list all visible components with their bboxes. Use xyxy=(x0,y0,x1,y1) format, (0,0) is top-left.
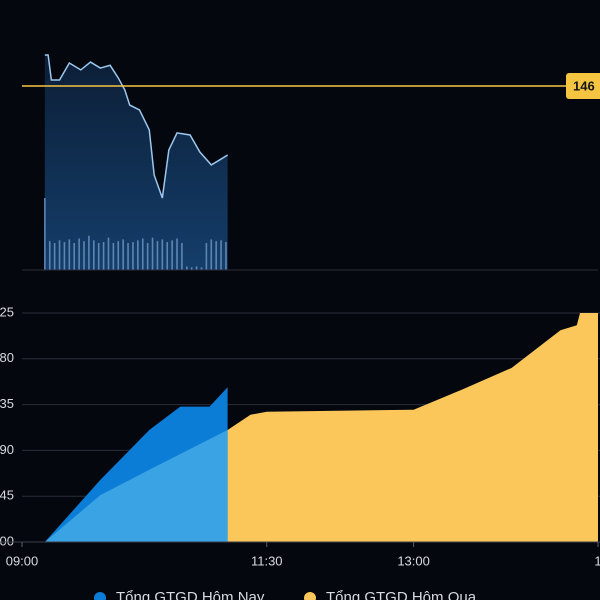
volume-bar xyxy=(97,243,100,270)
volume-bar xyxy=(53,243,56,270)
y-tick-label: 35 xyxy=(0,396,14,411)
y-tick-label: 00 xyxy=(0,533,14,548)
volume-bar xyxy=(107,237,110,270)
y-tick-label: 90 xyxy=(0,442,14,457)
volume-bar xyxy=(195,266,198,270)
volume-bar xyxy=(190,267,193,270)
legend-dot xyxy=(304,592,316,600)
volume-bar xyxy=(141,238,144,270)
volume-bar xyxy=(48,241,51,270)
x-tick-label: 1 xyxy=(594,553,600,568)
volume-bar xyxy=(132,242,134,270)
volume-bar xyxy=(127,243,129,270)
volume-bar xyxy=(181,243,183,270)
volume-bar xyxy=(146,243,149,270)
legend-dot xyxy=(94,592,106,600)
volume-bar xyxy=(186,266,188,270)
volume-bar xyxy=(200,267,203,270)
volume-bar xyxy=(68,239,71,270)
reference-label: 146 xyxy=(573,78,595,93)
volume-bar xyxy=(225,242,227,270)
volume-bar xyxy=(137,240,139,270)
volume-bar xyxy=(205,243,208,270)
legend-label: Tổng GTGD Hôm Nay xyxy=(116,589,265,600)
volume-bar xyxy=(161,239,164,270)
volume-bar xyxy=(156,241,159,270)
x-tick-label: 11:30 xyxy=(251,553,283,568)
volume-bar xyxy=(215,241,217,270)
volume-bar xyxy=(176,238,178,270)
volume-bar xyxy=(151,237,154,270)
volume-bar xyxy=(92,240,95,270)
legend-label: Tổng GTGD Hôm Qua xyxy=(326,589,477,600)
volume-bar xyxy=(117,241,120,270)
volume-bar xyxy=(112,243,115,270)
volume-bar xyxy=(166,242,169,270)
volume-bar xyxy=(83,241,85,270)
volume-bar xyxy=(122,239,124,270)
volume-bar xyxy=(171,240,173,270)
volume-bar xyxy=(44,198,46,270)
reference-label-box xyxy=(566,73,600,99)
volume-bar xyxy=(78,238,80,270)
x-tick-label: 13:00 xyxy=(397,553,430,568)
y-tick-label: 80 xyxy=(0,350,14,365)
volume-bar xyxy=(220,240,222,270)
y-tick-label: 45 xyxy=(0,488,14,503)
volume-bar xyxy=(63,242,66,270)
price-area xyxy=(44,54,228,271)
volume-bar xyxy=(210,239,213,270)
x-tick-label: 09:00 xyxy=(6,553,39,568)
area-overlap xyxy=(44,430,228,542)
volume-bar xyxy=(102,242,105,270)
price-line xyxy=(44,54,228,199)
volume-bar xyxy=(88,235,90,270)
volume-bar xyxy=(58,240,61,270)
y-tick-label: 25 xyxy=(0,304,14,319)
volume-bar xyxy=(73,243,76,270)
